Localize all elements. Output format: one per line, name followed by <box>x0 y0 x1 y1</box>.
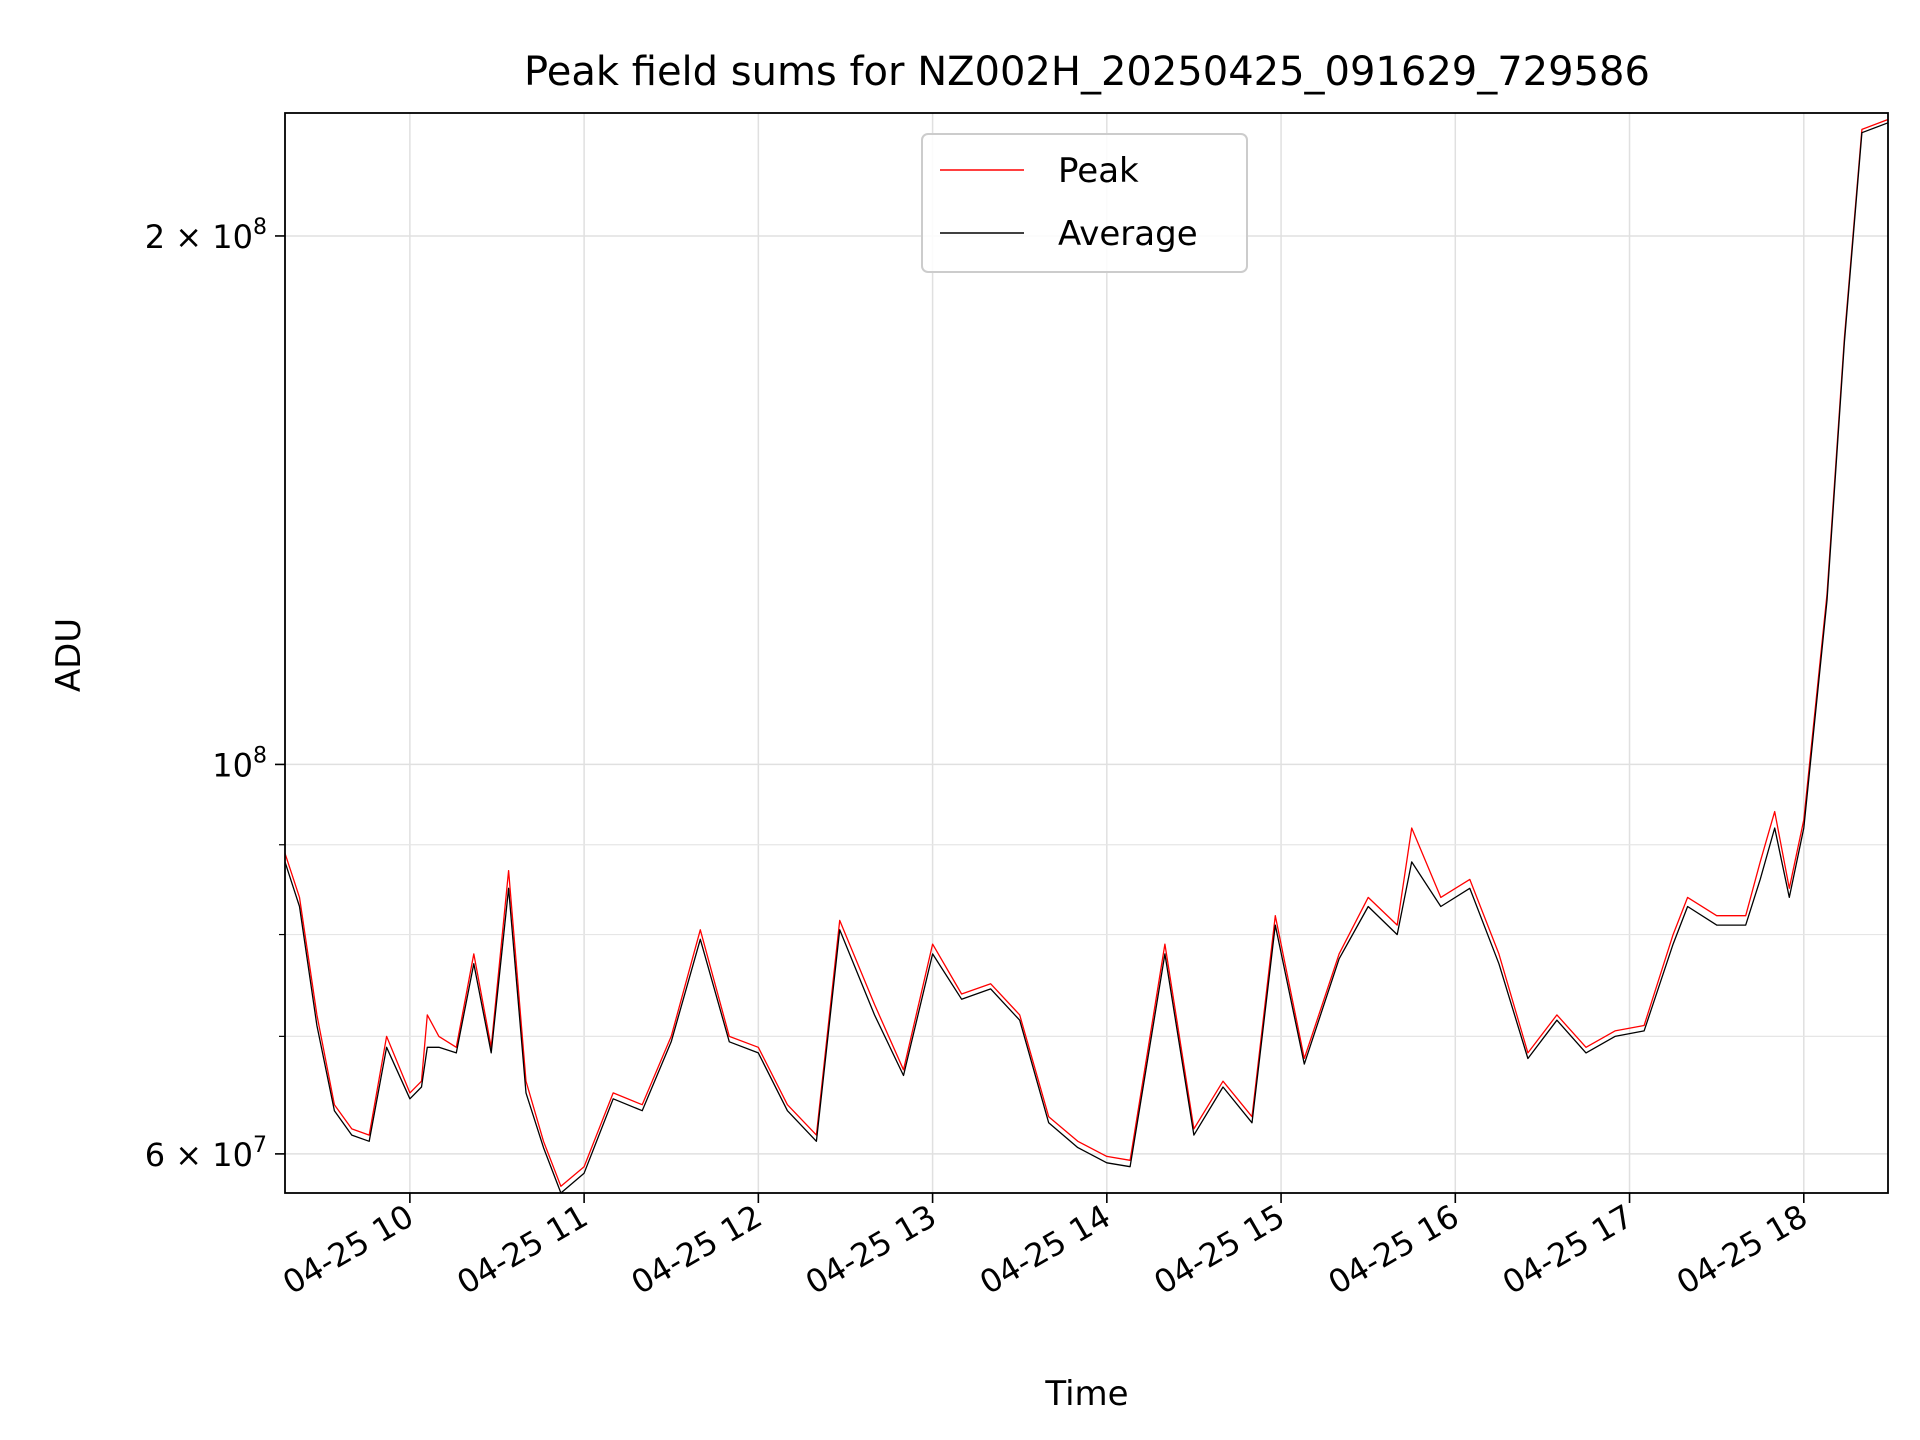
legend-box <box>921 133 1248 273</box>
y-axis: 6 × 107 108 2 × 108 <box>145 215 285 1174</box>
y-tick-label: 6 × 107 <box>145 1133 267 1174</box>
y-axis-label: ADU <box>49 618 89 692</box>
legend-label-average: Average <box>1058 214 1198 254</box>
legend: Peak Average <box>921 133 1248 273</box>
y-tick-label: 108 <box>212 743 267 784</box>
series-line-peak <box>284 118 1889 1187</box>
x-axis-label: Time <box>1044 1374 1128 1414</box>
plot-frame <box>284 112 1889 1194</box>
legend-label-peak: Peak <box>1058 151 1139 191</box>
y-tick-label: 2 × 108 <box>145 215 267 256</box>
chart-title: Peak field sums for NZ002H_20250425_0916… <box>524 49 1650 95</box>
series-layer <box>284 118 1889 1194</box>
series-line-average <box>284 122 1889 1194</box>
